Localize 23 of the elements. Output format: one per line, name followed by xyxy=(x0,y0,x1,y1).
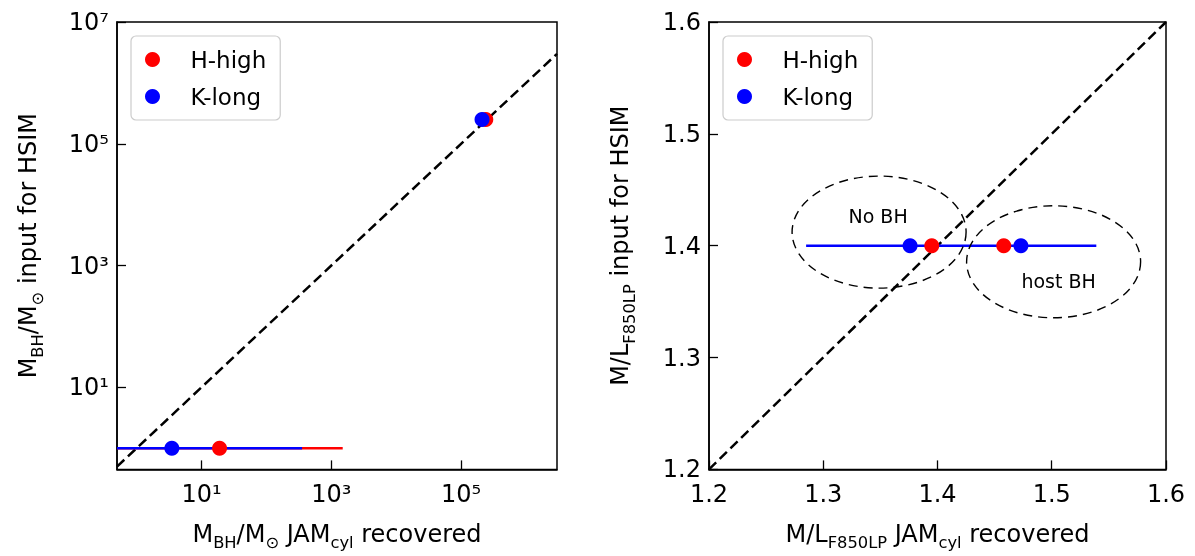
y-tick-label: 1.5 xyxy=(662,119,701,148)
x-tick-label: 1.6 xyxy=(1146,480,1186,509)
x-tick-label: 1.5 xyxy=(1032,480,1071,509)
annotation: host BH xyxy=(1021,269,1096,292)
y-tick-label: 10⁵ xyxy=(68,129,109,158)
x-tick-label: 10⁵ xyxy=(441,480,482,509)
legend-label: K-long xyxy=(190,83,262,110)
annotation: No BH xyxy=(848,205,908,228)
legend-label: K-long xyxy=(782,83,854,110)
legend-label: H-high xyxy=(782,46,859,73)
y-axis-title: MBH/M⊙ input for HSIM xyxy=(14,113,47,379)
y-tick-label: 10³ xyxy=(68,251,109,280)
y-tick-label: 10⁷ xyxy=(68,8,109,36)
x-tick-label: 10³ xyxy=(311,480,352,509)
legend-label: H-high xyxy=(190,46,267,73)
y-tick-label: 10¹ xyxy=(68,373,109,402)
y-axis-title: M/LF850LP input for HSIM xyxy=(606,105,639,386)
y-tick-label: 1.4 xyxy=(662,231,701,260)
x-tick-label: 1.4 xyxy=(918,480,957,509)
y-tick-label: 1.3 xyxy=(662,343,701,372)
x-tick-label: 1.3 xyxy=(804,480,843,509)
x-tick-label: 10¹ xyxy=(181,480,222,509)
y-tick-label: 1.6 xyxy=(662,8,701,36)
